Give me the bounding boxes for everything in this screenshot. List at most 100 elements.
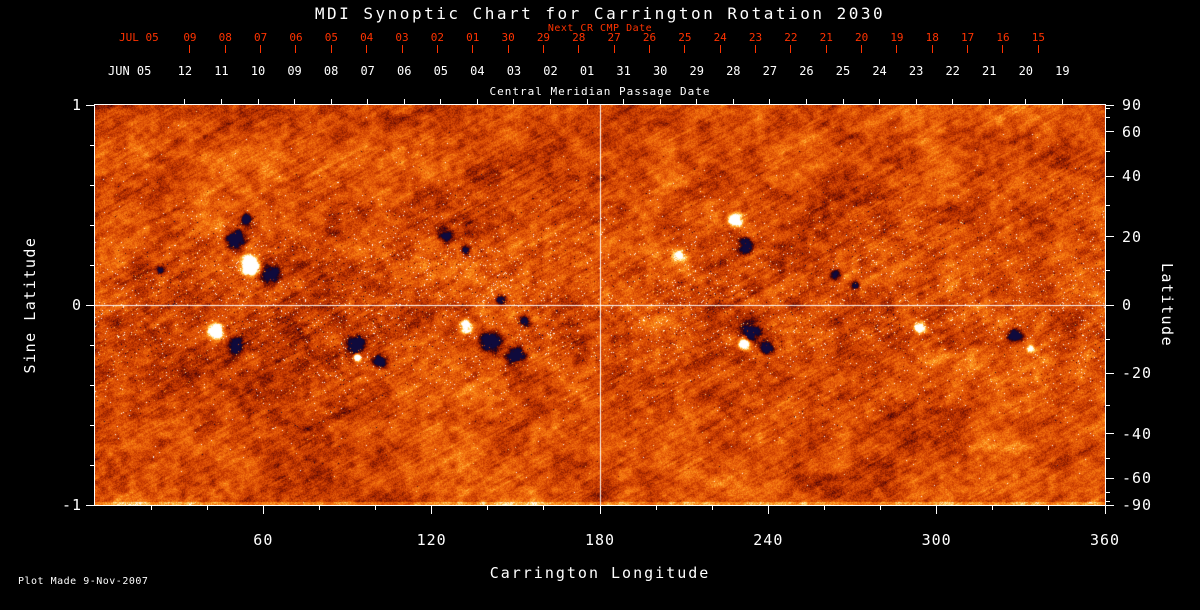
right-tick-label: -60 [1122,469,1153,488]
next-cr-day-tick [648,45,650,53]
cmp-day-label: 26 [799,64,814,78]
next-cr-day-tick [861,45,863,53]
x-minor-tick [711,506,713,510]
cmp-day-label: 08 [323,64,339,78]
x-tick [936,506,938,514]
cmp-day-label: 07 [360,64,375,78]
y-axis-title-right: Latitude [1158,262,1176,348]
next-cr-day-tick [896,45,898,53]
right-tick [1106,175,1114,177]
left-tick-label: 1 [71,96,82,114]
next-cr-month-label: JUL 05 [119,31,159,44]
next-cr-day-tick [684,45,686,53]
cmp-day-tick [696,99,698,105]
cmp-day-tick [330,99,332,105]
cmp-day-label: 01 [579,64,595,78]
next-cr-cmp-date-label: Next CR CMP Date [547,23,653,34]
x-minor-tick [375,506,377,510]
next-cr-day-label: 07 [254,31,268,44]
right-minor-tick [1106,501,1110,503]
next-cr-date-axis: JUL 05 09 08 07 06 05 04 03 02 01 30 29 28 27 26 25 24 2… [95,31,1105,45]
x-tick-label: 180 [584,531,616,549]
next-cr-day-tick [967,45,969,53]
next-cr-day-tick [578,45,580,53]
cmp-day-tick [476,99,478,105]
right-tick [1106,372,1114,374]
next-cr-day-tick [613,45,615,53]
next-cr-day-label: 01 [466,31,480,44]
next-cr-day-label: 29 [536,31,551,44]
cmp-day-label: 03 [506,64,522,78]
cmp-day-tick [220,99,222,105]
next-cr-day-tick [330,45,332,53]
cmp-day-label: 21 [982,64,997,78]
cmp-day-tick [586,99,588,105]
right-tick-label: 40 [1122,167,1143,186]
cmp-axis-title: Central Meridian Passage Date [489,85,711,98]
cmp-day-tick [915,99,917,105]
cmp-day-tick [403,99,405,105]
next-cr-day-tick [295,45,297,53]
right-minor-tick [1106,116,1110,118]
left-minor-tick [90,184,94,186]
left-minor-tick [90,384,94,386]
cmp-day-label: 10 [250,64,266,78]
right-minor-tick [1106,457,1110,459]
next-cr-day-label: 23 [748,31,763,44]
next-cr-day-tick [790,45,792,53]
left-minor-tick [90,344,94,346]
x-tick [1104,506,1106,514]
x-minor-tick [206,506,208,510]
next-cr-day-label: 16 [996,31,1010,44]
left-minor-tick [90,424,94,426]
left-minor-tick [90,264,94,266]
cmp-day-label: 29 [689,64,704,78]
x-tick-label: 120 [416,531,447,549]
left-tick [86,504,94,506]
cmp-day-label: 19 [1055,64,1070,78]
cmp-day-tick [440,99,442,105]
right-tick [1106,131,1114,133]
x-tick [767,506,769,514]
x-minor-tick [655,506,657,510]
next-cr-day-label: 08 [218,31,232,44]
cmp-day-label: 12 [177,64,193,78]
next-cr-day-label: 19 [890,31,904,44]
right-minor-tick [1106,204,1110,206]
cmp-day-label: 04 [470,64,485,78]
next-cr-day-tick [755,45,757,53]
right-minor-tick [1106,269,1110,271]
next-cr-day-label: 15 [1031,31,1045,44]
right-tick-label: 60 [1122,122,1143,141]
cmp-day-tick [805,99,807,105]
right-tick [1106,304,1114,306]
right-tick [1106,477,1114,479]
x-axis-title: Carrington Longitude [489,564,711,582]
cmp-day-tick [769,99,771,105]
next-cr-day-tick [1037,45,1039,53]
next-cr-day-label: 02 [430,31,444,44]
right-minor-tick [1106,492,1110,494]
right-tick [1106,236,1114,238]
x-tick [262,506,264,514]
cmp-day-label: 05 [433,64,449,78]
next-cr-day-label: 06 [289,31,303,44]
right-tick-label: -40 [1122,424,1153,443]
next-cr-day-tick [931,45,933,53]
x-minor-tick [823,506,825,510]
next-cr-day-label: 21 [819,31,833,44]
left-tick [86,104,94,106]
next-cr-day-label: 20 [854,31,869,44]
next-cr-day-tick [825,45,827,53]
next-cr-day-label: 03 [395,31,409,44]
cmp-day-label: 24 [872,64,887,78]
cmp-date-axis: JUN 05 12 11 10 09 08 07 06 05 04 03 02 01 31 30 29 28 2… [95,64,1105,78]
left-minor-tick [90,464,94,466]
cmp-day-tick [659,99,661,105]
cmp-day-tick [294,99,296,105]
cmp-day-tick [1061,99,1063,105]
cmp-day-tick [1025,99,1027,105]
right-tick-label: -20 [1122,364,1153,383]
x-minor-tick [543,506,545,510]
next-cr-day-label: 05 [324,31,338,44]
